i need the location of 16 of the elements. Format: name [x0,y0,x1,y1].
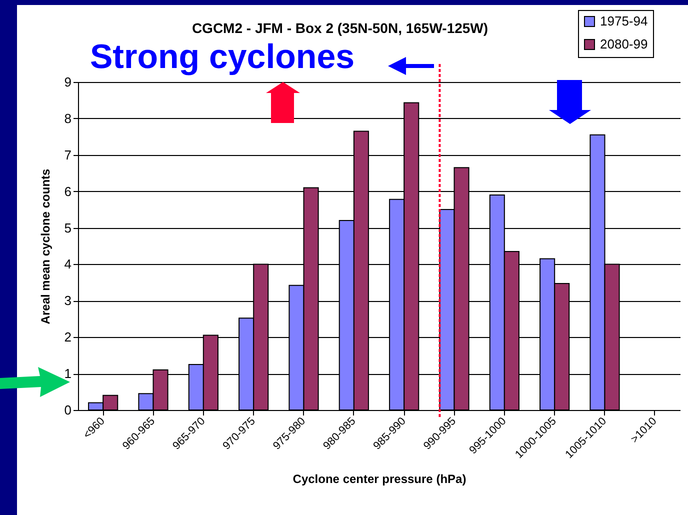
text: Strong cyclones [90,38,355,76]
y-tick-label: 9 [64,74,72,90]
y-tick-label: 3 [64,293,72,308]
y-tick-label: 8 [64,110,72,126]
x-axis-title: Cyclone center pressure (hPa) [292,472,466,486]
y-tick-label: 4 [64,256,72,272]
legend-label: 2080-99 [600,36,648,52]
y-tick-label: 5 [64,220,72,236]
y-tick-label: 2 [64,330,72,345]
y-tick-label: 7 [64,147,72,162]
y-tick-label: 0 [64,402,72,418]
y-tick-label: 1 [64,366,72,382]
chart-title: CGCM2 - JFM - Box 2 (35N-50N, 165W-125W) [190,20,490,36]
y-tick-label: 6 [64,184,72,199]
legend-label: 1975-94 [600,14,648,28]
y-axis-title: Areal mean cyclone counts [38,168,52,324]
